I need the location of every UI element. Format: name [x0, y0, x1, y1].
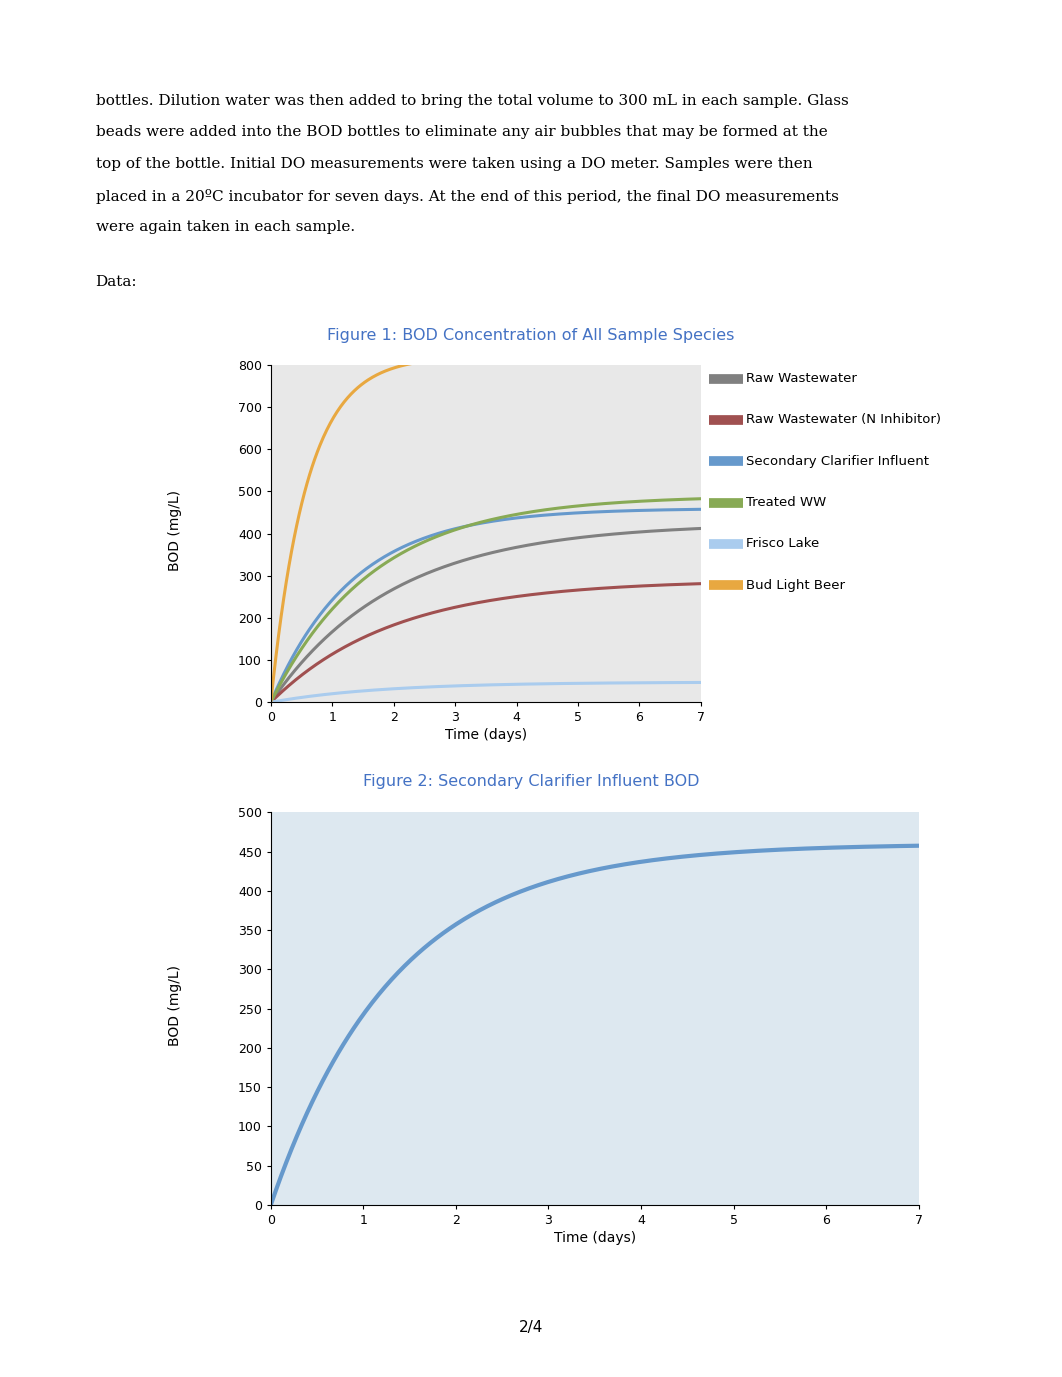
- X-axis label: Time (days): Time (days): [553, 1231, 636, 1245]
- Raw Wastewater: [468, 549, 481, 566]
- Treated WW: [497, 508, 510, 525]
- Text: BOD (mg/L): BOD (mg/L): [168, 490, 183, 570]
- Secondary Clarifier Influent: [617, 503, 630, 519]
- Raw Wastewater: [472, 548, 484, 565]
- Raw Wastewater: [497, 541, 510, 558]
- Frisco Lake: [520, 676, 533, 693]
- Line: Treated WW: Treated WW: [271, 498, 701, 702]
- Treated WW: [520, 504, 533, 521]
- Text: were again taken in each sample.: were again taken in each sample.: [96, 220, 355, 234]
- Text: Secondary Clarifier Influent: Secondary Clarifier Influent: [746, 454, 928, 468]
- Text: BOD (mg/L): BOD (mg/L): [168, 965, 183, 1045]
- Frisco Lake: [468, 677, 481, 694]
- Frisco Lake: [497, 676, 510, 693]
- Secondary Clarifier Influent: [497, 511, 510, 527]
- Text: Raw Wastewater (N Inhibitor): Raw Wastewater (N Inhibitor): [746, 413, 941, 427]
- Raw Wastewater (N Inhibitor): [472, 595, 484, 611]
- Text: Frisco Lake: Frisco Lake: [746, 537, 819, 551]
- Text: top of the bottle. Initial DO measurements were taken using a DO meter. Samples : top of the bottle. Initial DO measuremen…: [96, 157, 812, 171]
- Text: 2/4: 2/4: [519, 1321, 543, 1334]
- Text: Raw Wastewater: Raw Wastewater: [746, 372, 856, 386]
- X-axis label: Time (days): Time (days): [445, 728, 527, 742]
- Frisco Lake: [264, 694, 277, 711]
- Secondary Clarifier Influent: [468, 516, 481, 533]
- Secondary Clarifier Influent: [264, 694, 277, 711]
- Text: bottles. Dilution water was then added to bring the total volume to 300 mL in ea: bottles. Dilution water was then added t…: [96, 94, 849, 107]
- Raw Wastewater: [695, 521, 707, 537]
- Treated WW: [684, 490, 697, 507]
- Raw Wastewater (N Inhibitor): [684, 576, 697, 592]
- Bud Light Beer: [264, 694, 277, 711]
- Raw Wastewater (N Inhibitor): [617, 578, 630, 595]
- Bud Light Beer: [684, 348, 697, 365]
- Frisco Lake: [684, 675, 697, 691]
- Bud Light Beer: [472, 350, 484, 366]
- Raw Wastewater: [617, 525, 630, 541]
- Secondary Clarifier Influent: [695, 501, 707, 518]
- Secondary Clarifier Influent: [520, 508, 533, 525]
- Text: Bud Light Beer: Bud Light Beer: [746, 578, 844, 592]
- Treated WW: [617, 494, 630, 511]
- Bud Light Beer: [695, 348, 707, 365]
- Raw Wastewater (N Inhibitor): [264, 694, 277, 711]
- Text: Figure 1: BOD Concentration of All Sample Species: Figure 1: BOD Concentration of All Sampl…: [327, 328, 735, 343]
- Text: Figure 2: Secondary Clarifier Influent BOD: Figure 2: Secondary Clarifier Influent B…: [363, 774, 699, 789]
- Frisco Lake: [695, 675, 707, 691]
- Raw Wastewater (N Inhibitor): [520, 587, 533, 603]
- Treated WW: [472, 515, 484, 532]
- Treated WW: [695, 490, 707, 507]
- Frisco Lake: [617, 675, 630, 691]
- Secondary Clarifier Influent: [472, 515, 484, 532]
- Bud Light Beer: [468, 350, 481, 366]
- Text: Treated WW: Treated WW: [746, 496, 826, 509]
- Treated WW: [264, 694, 277, 711]
- Line: Frisco Lake: Frisco Lake: [271, 683, 701, 702]
- Line: Raw Wastewater: Raw Wastewater: [271, 529, 701, 702]
- Text: Data:: Data:: [96, 275, 137, 289]
- Treated WW: [468, 515, 481, 532]
- Frisco Lake: [472, 677, 484, 694]
- Raw Wastewater (N Inhibitor): [497, 591, 510, 607]
- Line: Bud Light Beer: Bud Light Beer: [271, 357, 701, 702]
- Raw Wastewater (N Inhibitor): [695, 576, 707, 592]
- Line: Secondary Clarifier Influent: Secondary Clarifier Influent: [271, 509, 701, 702]
- Raw Wastewater: [264, 694, 277, 711]
- Bud Light Beer: [617, 348, 630, 365]
- Raw Wastewater: [520, 537, 533, 554]
- Text: placed in a 20ºC incubator for seven days. At the end of this period, the final : placed in a 20ºC incubator for seven day…: [96, 189, 839, 204]
- Raw Wastewater (N Inhibitor): [468, 595, 481, 611]
- Raw Wastewater: [684, 521, 697, 537]
- Bud Light Beer: [520, 348, 533, 365]
- Secondary Clarifier Influent: [684, 501, 697, 518]
- Text: beads were added into the BOD bottles to eliminate any air bubbles that may be f: beads were added into the BOD bottles to…: [96, 125, 827, 139]
- Bud Light Beer: [497, 348, 510, 365]
- Line: Raw Wastewater (N Inhibitor): Raw Wastewater (N Inhibitor): [271, 584, 701, 702]
